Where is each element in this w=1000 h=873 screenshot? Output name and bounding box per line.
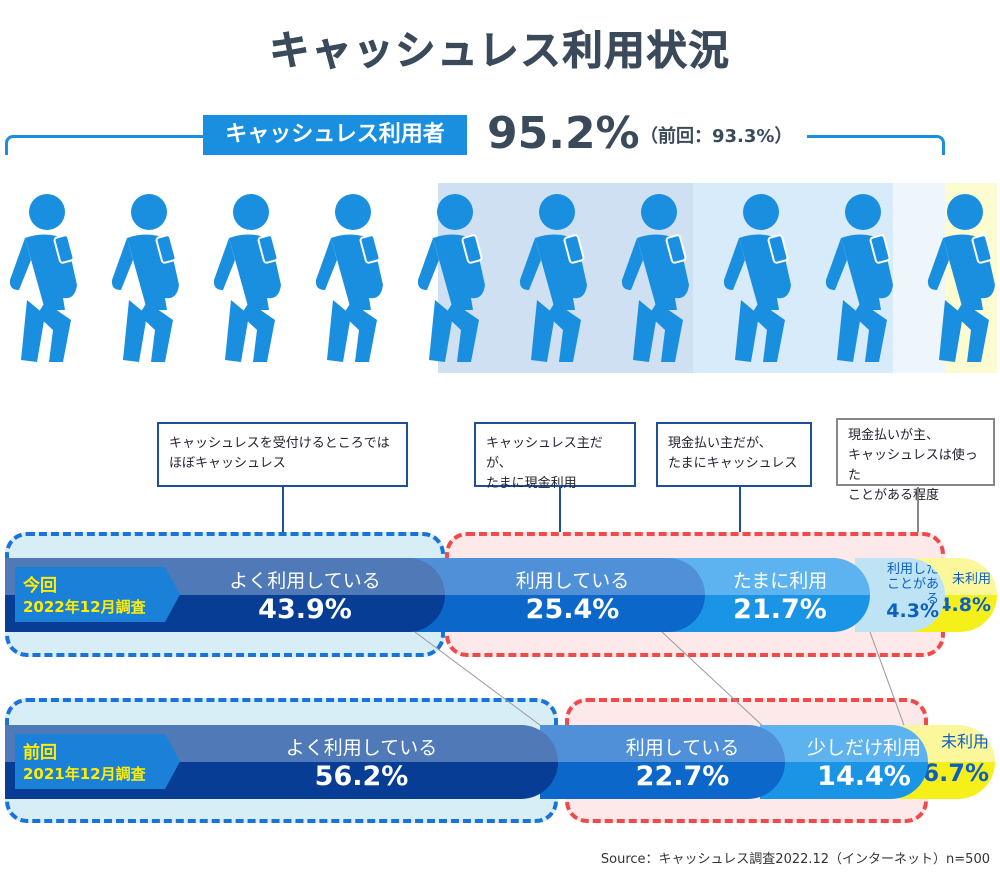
person-icon	[923, 190, 1000, 370]
segment-label: よく利用している	[229, 570, 381, 592]
segment-label: 少しだけ利用	[806, 737, 921, 759]
segment-value: 43.9%	[258, 594, 352, 625]
callout-box: 現金払い主だが、 たまにキャッシュレス	[656, 422, 812, 487]
segment-value: 6.7%	[922, 759, 989, 787]
cashless-rate: 95.2%	[487, 108, 640, 159]
segment-value: 21.7%	[733, 594, 827, 625]
tag-label: 今回	[23, 576, 57, 596]
segment-label: 利用したことがある	[886, 562, 939, 607]
person-icon	[413, 190, 493, 370]
users-label: キャッシュレス利用者	[203, 115, 467, 155]
segment-value: 25.4%	[525, 594, 620, 625]
segment-label: 利用している	[625, 737, 740, 759]
callout-stem	[739, 487, 741, 557]
survey-tag: 前回 2021年12月調査	[15, 734, 180, 789]
callout-box: キャッシュレスを受付けるところでは ほぼキャッシュレス	[157, 422, 408, 487]
callout-stem	[282, 487, 284, 557]
tag-label: 前回	[23, 743, 57, 763]
callout-stem	[559, 487, 561, 557]
survey-date: 2021年12月調査	[23, 765, 146, 783]
segment-value: 4.8%	[938, 594, 991, 616]
survey-date: 2022年12月調査	[23, 598, 146, 616]
person-icon	[719, 190, 799, 370]
segment-value: 56.2%	[314, 761, 409, 792]
bar-segment: 利用している 25.4%	[400, 558, 705, 632]
segment-label: たまに利用	[732, 570, 828, 592]
segment-value: 22.7%	[635, 761, 730, 792]
bracket-gap	[467, 110, 807, 160]
callout-box: 現金払いが主、 キャッシュレスは使った ことがある程度	[836, 418, 995, 503]
person-icon	[515, 190, 595, 370]
previous-rate: （前回：93.3%）	[640, 126, 793, 147]
segment-label: 利用している	[515, 570, 630, 592]
bar-segment: 利用している 22.7%	[540, 725, 785, 799]
survey-tag: 今回 2022年12月調査	[15, 567, 180, 622]
source-note: Source：キャッシュレス調査2022.12（インターネット）n=500	[600, 852, 990, 867]
person-icon	[5, 190, 85, 370]
person-icon	[617, 190, 697, 370]
bar-segment: 少しだけ利用 14.4%	[760, 725, 928, 799]
person-icon	[311, 190, 391, 370]
segment-label: 未利用	[951, 572, 991, 587]
person-icon	[107, 190, 187, 370]
person-icon	[821, 190, 901, 370]
page-title: キャッシュレス利用状況	[269, 28, 731, 75]
segment-value: 14.4%	[817, 761, 911, 792]
callout-stem	[917, 487, 919, 557]
segment-value: 4.3%	[886, 600, 939, 622]
callout-box: キャッシュレス主だが、 たまに現金利用	[474, 422, 636, 491]
segment-label: よく利用している	[285, 737, 438, 759]
segment-label: 未利用	[940, 732, 989, 751]
person-icon	[209, 190, 289, 370]
